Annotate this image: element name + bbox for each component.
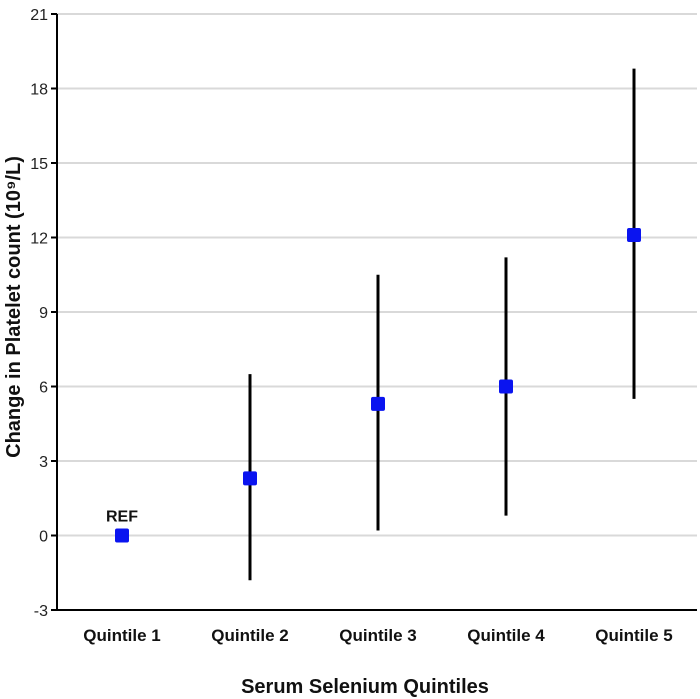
data-point bbox=[627, 228, 641, 243]
y-tick-label: 12 bbox=[30, 231, 48, 248]
y-axis: -3 0 3 6 9 12 15 18 21 bbox=[30, 7, 58, 620]
y-tick-label: 3 bbox=[39, 454, 48, 471]
x-tick-label: Quintile 2 bbox=[211, 626, 288, 645]
x-axis: Quintile 1 Quintile 2 Quintile 3 Quintile 4… bbox=[57, 609, 697, 645]
y-tick-label: 21 bbox=[30, 7, 48, 24]
x-tick-label: Quintile 3 bbox=[339, 626, 416, 645]
data-point bbox=[115, 528, 129, 543]
y-tick-label: 18 bbox=[30, 82, 48, 99]
x-tick-label: Quintile 4 bbox=[467, 626, 545, 645]
x-axis-title: Serum Selenium Quintiles bbox=[241, 676, 489, 698]
error-bars bbox=[248, 68, 636, 581]
annotations: REF bbox=[106, 509, 138, 526]
x-tick-label: Quintile 1 bbox=[83, 626, 160, 645]
ref-label: REF bbox=[106, 509, 138, 526]
x-tick-label: Quintile 5 bbox=[595, 626, 672, 645]
y-tick-label: 9 bbox=[39, 305, 48, 322]
data-point bbox=[371, 396, 385, 411]
y-tick-label: -3 bbox=[34, 603, 48, 620]
y-tick-label: 15 bbox=[30, 156, 48, 173]
data-points bbox=[115, 228, 641, 543]
y-axis-title: Change in Platelet count (10⁹/L) bbox=[3, 156, 25, 458]
data-point bbox=[243, 471, 257, 486]
y-tick-label: 6 bbox=[39, 380, 48, 397]
y-tick-label: 0 bbox=[39, 529, 48, 546]
data-point bbox=[499, 379, 513, 394]
